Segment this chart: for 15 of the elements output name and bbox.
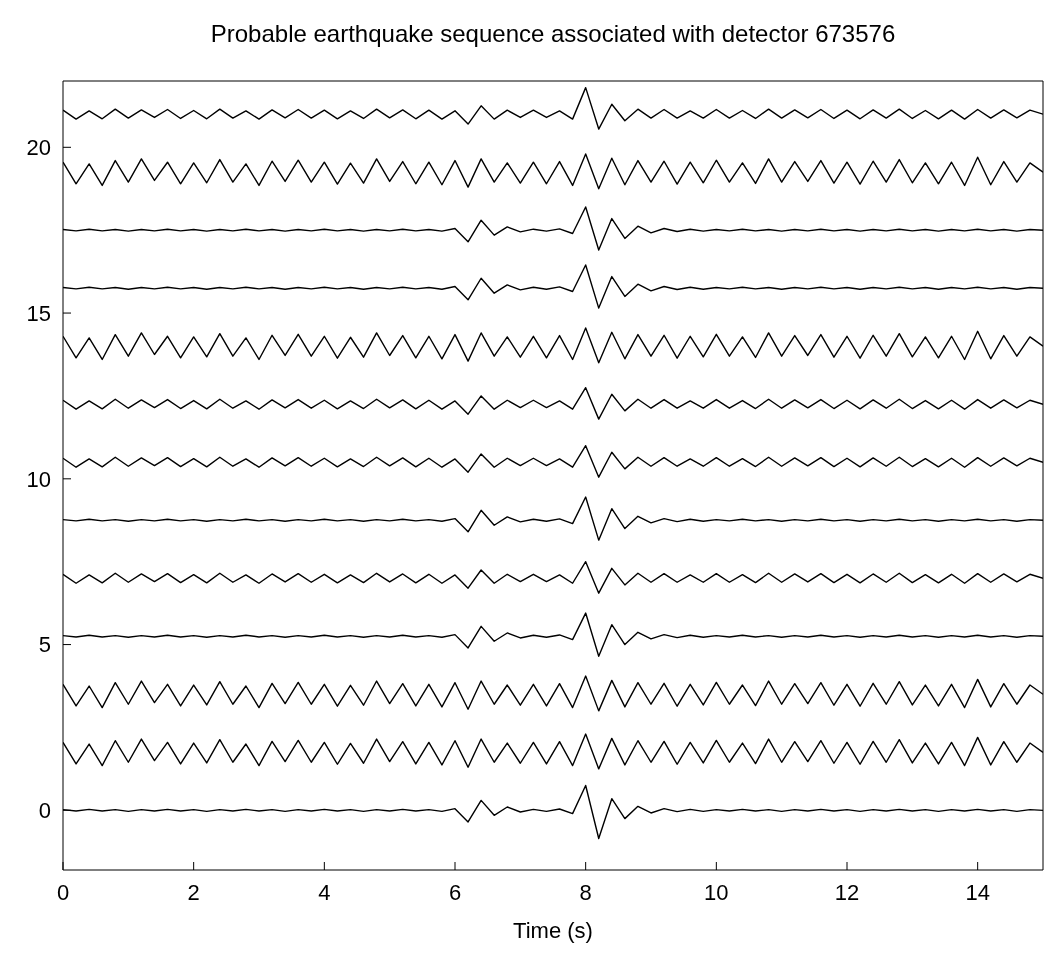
x-tick-label: 8 xyxy=(579,879,592,905)
x-tick-label: 4 xyxy=(318,879,331,905)
x-tick-label: 0 xyxy=(56,879,70,905)
x-tick-label: 6 xyxy=(448,879,462,905)
y-tick-label: 0 xyxy=(38,798,51,824)
y-tick-label: 20 xyxy=(26,135,51,161)
chart-title: Probable earthquake sequence associated with detector 673576 xyxy=(209,19,897,49)
y-tick-label: 5 xyxy=(38,632,51,658)
x-axis-title: Time (s) xyxy=(513,918,593,943)
y-tick-label: 10 xyxy=(26,466,51,492)
x-tick-label: 10 xyxy=(704,879,729,905)
y-tick-label: 15 xyxy=(26,300,51,326)
x-tick-label: 12 xyxy=(834,879,860,905)
x-tick-label: 2 xyxy=(187,879,200,905)
x-tick-label: 14 xyxy=(965,879,990,905)
